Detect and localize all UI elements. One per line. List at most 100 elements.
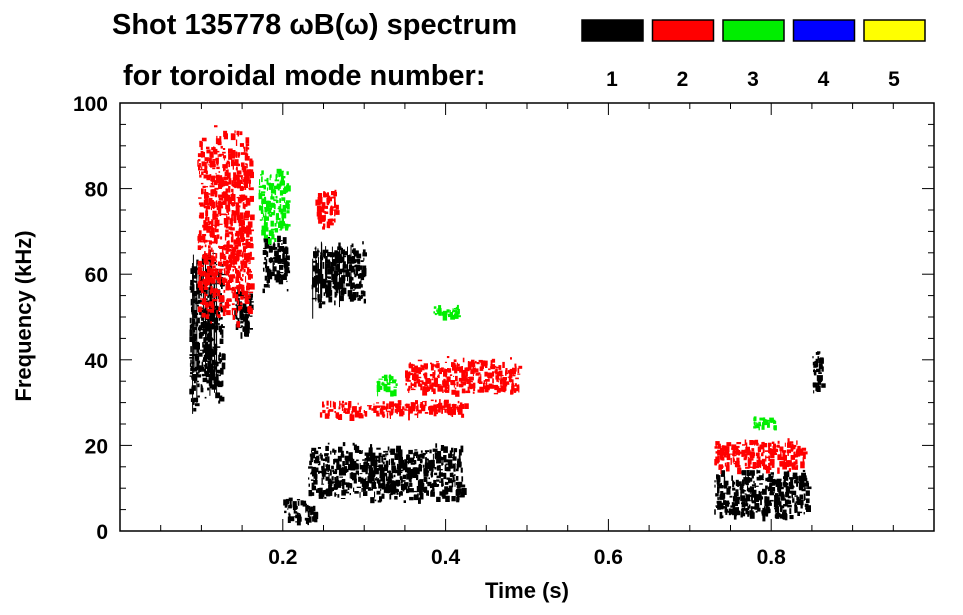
spectrum-pixel xyxy=(799,494,803,500)
spectrum-pixel xyxy=(479,386,484,393)
spectrum-pixel xyxy=(717,445,722,449)
spectrum-pixel xyxy=(432,372,436,379)
spectrum-pixel xyxy=(345,265,347,269)
spectrum-pixel xyxy=(230,236,234,243)
spectrum-pixel xyxy=(328,287,332,292)
spectrum-pixel xyxy=(362,241,364,245)
spectrum-pixel xyxy=(790,484,794,490)
spectrum-pixel xyxy=(267,182,271,186)
spectrum-pixel xyxy=(413,456,415,459)
spectrum-pixel xyxy=(227,213,230,215)
spectrum-pixel xyxy=(410,405,415,411)
spectrum-pixel xyxy=(392,402,394,410)
spectrum-pixel xyxy=(798,482,800,489)
spectrum-pixel xyxy=(201,361,204,368)
spectrum-pixel xyxy=(412,387,414,390)
spectrum-pixel xyxy=(335,210,340,215)
spectrum-pixel xyxy=(765,508,769,515)
spectrum-pixel xyxy=(199,174,202,178)
spectrum-pixel xyxy=(389,494,392,500)
spectrum-pixel xyxy=(456,362,458,370)
spectrum-pixel xyxy=(239,277,243,281)
spectrum-pixel xyxy=(456,304,459,311)
spectrum-pixel xyxy=(283,186,288,193)
spectrum-pixel xyxy=(446,381,449,387)
spectrum-pixel xyxy=(375,458,378,465)
spectrum-pixel xyxy=(416,376,422,379)
spectrum-pixel xyxy=(240,325,243,327)
spectrum-pixel xyxy=(227,279,230,283)
spectrum-pixel xyxy=(230,227,235,231)
spectrum-pixel xyxy=(309,453,313,457)
spectrum-pixel xyxy=(764,499,769,507)
spectrum-streak xyxy=(320,241,322,303)
spectrum-pixel xyxy=(406,403,408,405)
spectrum-pixel xyxy=(454,482,456,487)
spectrum-pixel xyxy=(418,497,421,504)
spectrum-pixel xyxy=(418,409,422,414)
legend-label-mode-5: 5 xyxy=(888,68,900,91)
spectrum-pixel xyxy=(215,138,220,145)
spectrum-pixel xyxy=(779,461,785,467)
spectrum-pixel xyxy=(431,382,436,386)
spectrum-pixel xyxy=(453,384,455,388)
spectrum-pixel xyxy=(397,472,402,476)
spectrum-pixel xyxy=(458,497,460,501)
spectrum-pixel xyxy=(499,379,505,382)
spectrum-pixel xyxy=(385,478,389,481)
spectrum-pixel xyxy=(334,468,338,473)
spectrum-pixel xyxy=(205,293,208,297)
spectrum-pixel xyxy=(233,210,237,218)
spectrum-pixel xyxy=(350,461,352,464)
spectrum-pixel xyxy=(226,241,229,248)
spectrum-pixel xyxy=(404,409,409,411)
spectrum-pixel xyxy=(336,462,340,469)
spectrum-pixel xyxy=(223,289,226,293)
spectrum-pixel xyxy=(325,287,330,294)
spectrum-pixel xyxy=(267,212,270,215)
spectrum-feature-mode-1 xyxy=(262,235,291,294)
spectrum-pixel xyxy=(802,451,808,455)
spectrum-pixel xyxy=(193,280,196,283)
spectrum-pixel xyxy=(431,489,434,496)
spectrum-pixel xyxy=(732,454,737,457)
legend-swatch-mode-2 xyxy=(651,19,715,42)
spectrum-pixel xyxy=(269,175,271,181)
spectrum-pixel xyxy=(368,450,370,455)
spectrum-pixel xyxy=(324,211,329,214)
spectrum-pixel xyxy=(218,306,221,312)
spectrum-pixel xyxy=(365,477,367,481)
spectrum-pixel xyxy=(334,492,337,497)
spectrum-pixel xyxy=(279,190,284,196)
spectrum-pixel xyxy=(798,479,801,482)
spectrum-pixel xyxy=(354,273,357,278)
spectrum-pixel xyxy=(754,439,759,444)
spectrum-pixel xyxy=(192,374,197,381)
spectrum-pixel xyxy=(439,456,444,461)
spectrum-pixel xyxy=(781,512,785,519)
spectrum-pixel xyxy=(232,292,235,299)
spectrum-pixel xyxy=(233,288,236,291)
spectrum-pixel xyxy=(231,248,236,256)
spectrum-pixel xyxy=(230,260,233,267)
spectrum-pixel xyxy=(484,371,488,377)
spectrum-pixel xyxy=(354,410,360,418)
spectrum-pixel xyxy=(213,148,218,155)
spectrum-pixel xyxy=(444,368,446,373)
spectrum-pixel xyxy=(227,285,231,290)
spectrum-pixel xyxy=(235,151,238,158)
spectrum-pixel xyxy=(414,413,419,416)
spectrum-pixel xyxy=(358,265,363,270)
spectrum-pixel xyxy=(769,419,774,423)
spectrum-pixel xyxy=(448,463,453,469)
spectrum-pixel xyxy=(337,494,340,498)
spectrum-pixel xyxy=(355,470,359,475)
spectrum-pixel xyxy=(440,310,442,315)
spectrum-pixel xyxy=(489,366,494,368)
spectrum-feature-mode-3 xyxy=(376,374,398,397)
spectrum-pixel xyxy=(243,203,248,207)
spectrum-pixel xyxy=(437,308,442,312)
spectrum-pixel xyxy=(279,229,283,231)
spectrum-pixel xyxy=(249,173,251,176)
spectrum-pixel xyxy=(351,457,354,460)
